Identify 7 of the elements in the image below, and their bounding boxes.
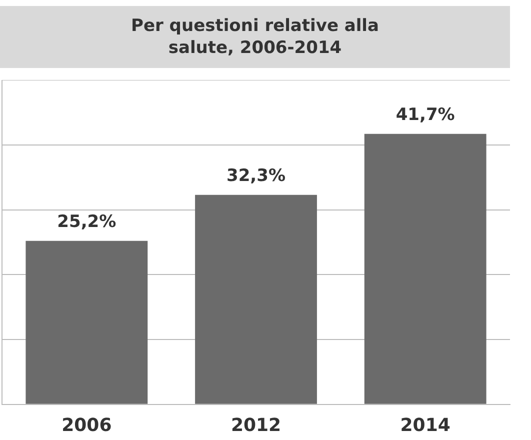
data-label: 32,3% (226, 166, 286, 186)
x-tick-label: 2012 (230, 414, 282, 436)
data-label: 25,2% (57, 212, 116, 232)
chart-title: Per questioni relative alla salute, 2006-2014 (130, 15, 380, 59)
x-tick-label: 2006 (62, 414, 112, 436)
data-label: 41,7% (396, 104, 455, 125)
x-tick-label: 2014 (400, 414, 450, 436)
